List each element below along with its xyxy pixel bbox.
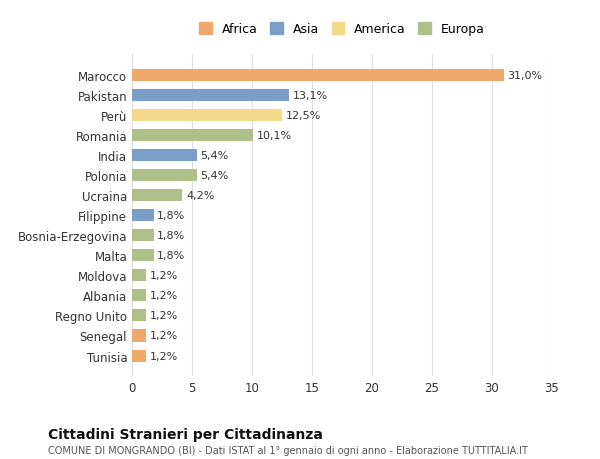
Bar [132, 290, 146, 302]
Text: 1,2%: 1,2% [150, 331, 178, 341]
Bar [132, 310, 146, 322]
Text: 5,4%: 5,4% [200, 151, 229, 161]
Text: 1,2%: 1,2% [150, 271, 178, 281]
Text: 1,2%: 1,2% [150, 351, 178, 361]
Bar [132, 330, 146, 342]
Text: 1,8%: 1,8% [157, 231, 185, 241]
Bar [132, 230, 154, 242]
Bar [132, 110, 282, 122]
Text: 1,8%: 1,8% [157, 251, 185, 261]
Bar [132, 210, 154, 222]
Text: Cittadini Stranieri per Cittadinanza: Cittadini Stranieri per Cittadinanza [48, 427, 323, 441]
Bar [132, 270, 146, 282]
Legend: Africa, Asia, America, Europa: Africa, Asia, America, Europa [196, 20, 488, 40]
Text: 1,8%: 1,8% [157, 211, 185, 221]
Bar [132, 250, 154, 262]
Bar [132, 170, 197, 182]
Text: 13,1%: 13,1% [293, 91, 328, 101]
Text: 10,1%: 10,1% [257, 131, 292, 141]
Text: 4,2%: 4,2% [186, 191, 214, 201]
Text: 5,4%: 5,4% [200, 171, 229, 181]
Bar [132, 150, 197, 162]
Bar [132, 130, 253, 142]
Text: 1,2%: 1,2% [150, 311, 178, 321]
Bar [132, 350, 146, 362]
Bar [132, 90, 289, 102]
Text: 31,0%: 31,0% [508, 71, 543, 81]
Bar [132, 190, 182, 202]
Text: 12,5%: 12,5% [286, 111, 321, 121]
Text: 1,2%: 1,2% [150, 291, 178, 301]
Text: COMUNE DI MONGRANDO (BI) - Dati ISTAT al 1° gennaio di ogni anno - Elaborazione : COMUNE DI MONGRANDO (BI) - Dati ISTAT al… [48, 445, 528, 455]
Bar [132, 70, 504, 82]
